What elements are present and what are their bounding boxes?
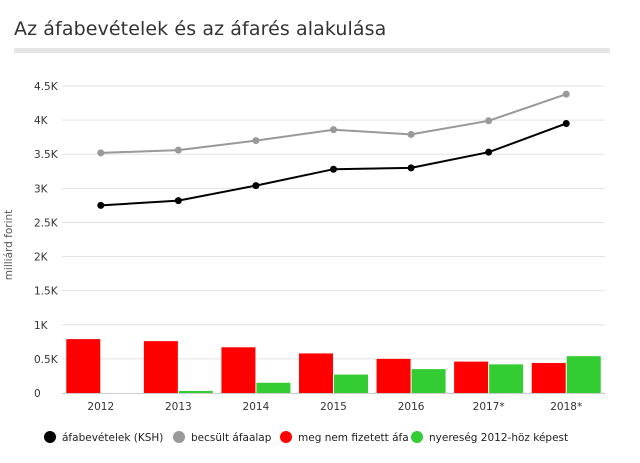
bar <box>566 356 601 393</box>
bar <box>178 390 213 393</box>
bar <box>143 341 178 393</box>
legend-marker <box>173 431 185 443</box>
data-point <box>252 137 260 145</box>
data-point <box>562 120 570 128</box>
x-tick-label: 2018* <box>550 401 582 413</box>
bar <box>376 358 411 393</box>
y-tick-label: 2K <box>34 252 49 264</box>
data-point <box>562 90 570 98</box>
legend-label: áfabevételek (KSH) <box>62 432 163 444</box>
legend-marker <box>280 431 292 443</box>
x-tick-label: 2017* <box>473 401 505 413</box>
series-line <box>100 122 567 207</box>
y-tick-label: 1.5K <box>34 286 59 298</box>
y-axis-label: milliárd forint <box>3 210 15 281</box>
y-tick-label: 4.5K <box>34 81 59 93</box>
y-axis-ticks: 0 0.5K 1K 1.5K 2K 2.5K 3K 3.5K 4K 4.5K <box>34 81 59 400</box>
data-point <box>174 197 182 205</box>
bar <box>299 353 333 393</box>
data-point <box>330 165 337 173</box>
data-point <box>407 164 415 172</box>
x-tick-label: 2014 <box>243 401 270 413</box>
bar <box>334 374 368 393</box>
x-tick-label: 2015 <box>320 401 347 413</box>
bar <box>411 369 446 393</box>
y-tick-label: 3.5K <box>34 149 59 161</box>
y-tick-label: 3K <box>34 183 49 195</box>
chart-title: Az áfabevételek és az áfarés alakulása <box>14 18 387 40</box>
x-axis-ticks: 2012 2013 2014 2015 2016 2017* 2018* <box>87 401 582 413</box>
legend-label: nyereség 2012-höz képest <box>429 432 568 444</box>
bar <box>454 361 489 393</box>
legend-marker <box>411 431 423 443</box>
bar <box>221 347 256 393</box>
bars <box>66 339 601 393</box>
bar <box>531 362 566 393</box>
series-line <box>100 93 567 154</box>
y-tick-label: 4K <box>34 115 49 127</box>
bar <box>66 339 101 393</box>
x-tick-label: 2016 <box>398 401 425 413</box>
legend: áfabevételek (KSH) becsült áfaalap meg nem… <box>44 431 568 444</box>
data-point <box>252 182 260 190</box>
legend-marker <box>44 431 56 443</box>
lines <box>97 90 570 209</box>
data-point <box>485 117 493 125</box>
y-tick-label: 0.5K <box>34 354 59 366</box>
data-point <box>174 146 182 154</box>
x-tick-label: 2012 <box>87 401 114 413</box>
y-tick-label: 2.5K <box>34 217 59 229</box>
data-point <box>97 201 105 209</box>
bar <box>256 382 291 393</box>
data-point <box>330 126 337 134</box>
x-tick-label: 2013 <box>165 401 192 413</box>
y-tick-label: 0 <box>34 388 41 400</box>
legend-label: meg nem fizetett áfa <box>298 432 409 444</box>
title-divider <box>14 48 610 53</box>
data-point <box>97 149 105 157</box>
legend-label: becsült áfaalap <box>191 432 272 444</box>
data-point <box>485 148 493 156</box>
data-point <box>407 130 415 138</box>
bar <box>489 364 524 393</box>
y-tick-label: 1K <box>34 320 49 332</box>
